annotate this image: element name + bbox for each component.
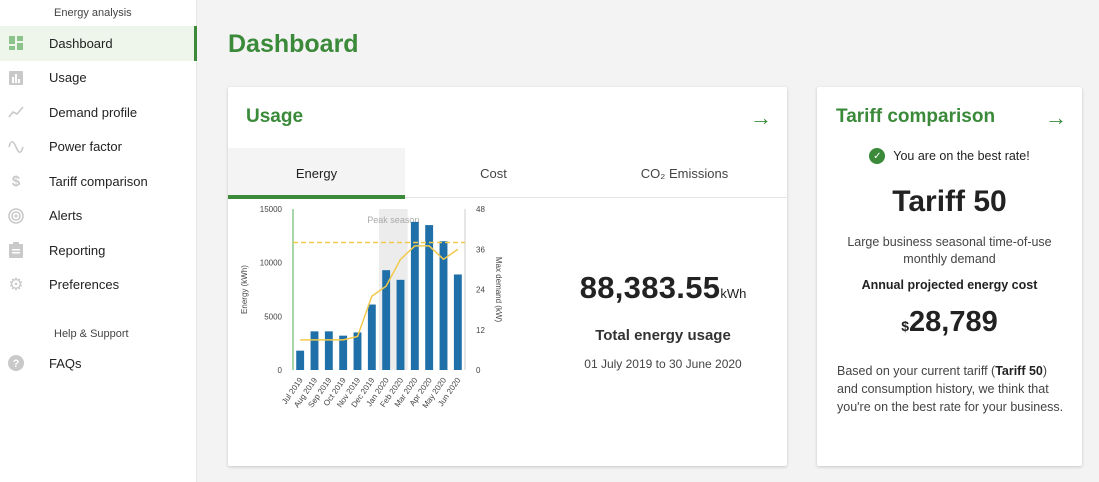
energy-usage-chart: Peak season 0 5000 10000 15000 0 12 24 36 48 Energ… [228, 199, 518, 459]
annual-cost-value: $28,789 [817, 306, 1082, 339]
y-tick-label: 0 [278, 366, 283, 375]
y2-tick-label: 48 [476, 205, 485, 214]
sidebar-item-label: FAQs [49, 355, 82, 371]
sidebar-section-energy-analysis: Energy analysis [54, 7, 132, 19]
energy-bar [382, 270, 391, 370]
tab-co2-emissions[interactable]: CO₂ Emissions [640, 165, 729, 181]
energy-bar [310, 331, 319, 370]
y-tick-label: 15000 [260, 205, 283, 214]
sidebar-item-label: Demand profile [49, 104, 138, 120]
clipboard-icon [8, 242, 24, 259]
sidebar-item-usage[interactable]: Usage [0, 61, 196, 96]
tariff-note-end: ) and consumption history, we think that… [837, 364, 1064, 414]
sidebar-help-nav: ? FAQs [0, 346, 196, 381]
energy-bar [439, 241, 448, 370]
sidebar-section-help-support: Help & Support [54, 328, 129, 340]
sine-wave-icon [8, 139, 24, 155]
sidebar-item-reporting[interactable]: Reporting [0, 233, 196, 268]
sidebar-item-label: Power factor [49, 139, 122, 155]
sidebar-item-label: Dashboard [49, 35, 113, 51]
best-rate-status: ✓ You are on the best rate! [817, 148, 1082, 164]
energy-bar [410, 221, 419, 370]
total-energy-number: 88,383.55 [579, 270, 721, 305]
usage-arrow-icon[interactable]: → [750, 105, 772, 130]
sidebar-item-dashboard[interactable]: Dashboard [0, 26, 197, 61]
sidebar-item-power-factor[interactable]: Power factor [0, 130, 196, 165]
best-rate-text: You are on the best rate! [893, 149, 1030, 163]
alert-radar-icon [8, 207, 24, 224]
dollar-icon: $ [11, 172, 21, 190]
page-title: Dashboard [228, 30, 359, 58]
energy-chart-svg: Peak season 0 5000 10000 15000 0 12 24 36 48 Energ… [240, 205, 503, 410]
sidebar-item-alerts[interactable]: Alerts [0, 199, 196, 234]
energy-bar [367, 304, 376, 370]
sidebar-item-faqs[interactable]: ? FAQs [0, 346, 196, 381]
energy-bar [425, 225, 434, 370]
tariff-comparison-card: Tariff comparison → ✓ You are on the bes… [817, 87, 1082, 466]
y-tick-label: 10000 [260, 259, 283, 268]
energy-bar [396, 279, 405, 370]
dashboard-icon [8, 35, 24, 51]
y2-tick-label: 24 [476, 286, 485, 295]
bar-chart-icon [8, 70, 24, 86]
energy-bar [324, 331, 333, 370]
tariff-note: Based on your current tariff (Tariff 50)… [837, 362, 1069, 416]
max-demand-line [300, 245, 459, 341]
total-energy-value: 88,383.55kWh [558, 270, 768, 306]
energy-bar [339, 335, 348, 370]
sidebar-item-label: Alerts [49, 208, 83, 224]
y-tick-label: 5000 [264, 312, 282, 321]
currency-symbol: $ [901, 318, 910, 334]
sidebar-item-label: Tariff comparison [49, 173, 148, 189]
annual-cost-amount: 28,789 [909, 306, 998, 338]
tariff-card-title: Tariff comparison [836, 106, 996, 127]
sidebar-nav: Dashboard Usage Demand profile Power factor… [0, 26, 197, 303]
usage-card: Usage → Energy Cost CO₂ Emissions Peak s… [228, 87, 787, 466]
trend-line-icon [8, 104, 24, 120]
check-circle-icon: ✓ [869, 148, 886, 164]
total-energy-label: Total energy usage [595, 327, 731, 344]
energy-bar [296, 350, 305, 370]
sidebar-item-label: Preferences [49, 277, 120, 293]
sidebar-item-preferences[interactable]: ⚙ Preferences [0, 268, 196, 303]
energy-bar [453, 274, 462, 370]
total-energy-unit: kWh [720, 286, 747, 301]
gear-icon: ⚙ [8, 275, 24, 295]
sidebar-item-tariff-comparison[interactable]: $ Tariff comparison [0, 164, 196, 199]
date-range: 01 July 2019 to 30 June 2020 [584, 357, 742, 371]
y2-tick-label: 0 [476, 366, 481, 375]
tariff-description: Large business seasonal time-of-use mont… [847, 235, 1052, 266]
sidebar-item-demand-profile[interactable]: Demand profile [0, 95, 196, 130]
tariff-note-start: Based on your current tariff ( [837, 364, 996, 378]
y-axis-label: Energy (kWh) [240, 265, 249, 314]
annual-cost-label: Annual projected energy cost [861, 278, 1038, 292]
y2-axis-label: Max demand (kW) [494, 257, 503, 323]
tariff-note-bold: Tariff 50 [995, 364, 1043, 378]
sidebar: Energy analysis Dashboard Usage Demand pro… [0, 0, 197, 482]
sidebar-item-label: Usage [49, 70, 87, 86]
energy-bar [353, 332, 362, 370]
svg-text:?: ? [13, 358, 20, 370]
usage-card-title: Usage [246, 106, 304, 127]
peak-season-label: Peak season [367, 215, 419, 225]
tariff-name: Tariff 50 [892, 185, 1007, 218]
tab-energy[interactable]: Energy [228, 148, 405, 199]
y2-tick-label: 12 [476, 326, 485, 335]
tariff-arrow-icon[interactable]: → [1045, 105, 1067, 130]
usage-tabs: Energy Cost CO₂ Emissions [228, 148, 787, 199]
y2-tick-label: 36 [476, 245, 485, 254]
question-icon: ? [8, 355, 24, 372]
tab-cost[interactable]: Cost [480, 165, 507, 181]
sidebar-item-label: Reporting [49, 242, 106, 258]
